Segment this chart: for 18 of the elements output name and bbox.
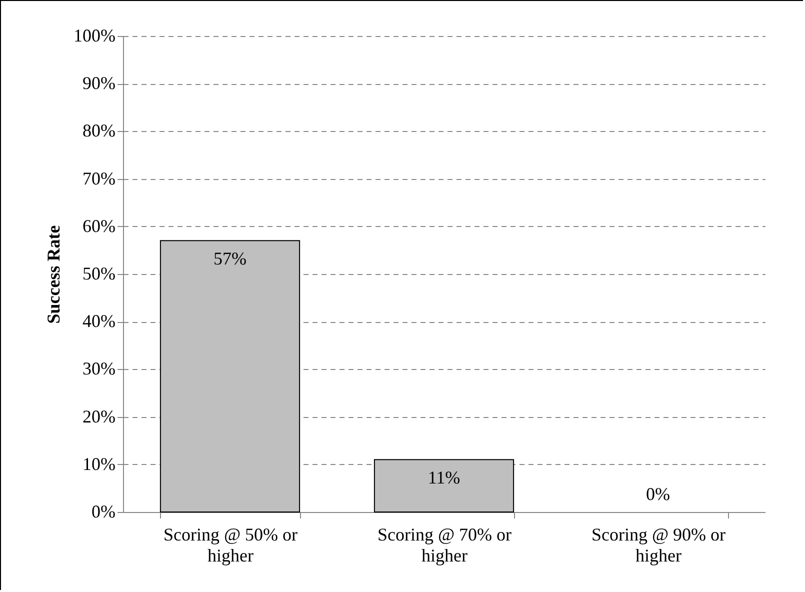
data-label: 0%: [646, 484, 670, 504]
y-tick-label: 30%: [82, 358, 116, 379]
y-tick-label: 50%: [82, 264, 116, 284]
data-label: 57%: [214, 248, 246, 269]
y-tick-label: 40%: [82, 311, 116, 332]
x-tick-label: Scoring @ 90% or higher: [591, 524, 726, 566]
y-tick-label: 0%: [92, 502, 116, 522]
y-tick-label: 60%: [82, 216, 116, 236]
y-tick-label: 80%: [82, 120, 116, 141]
data-label: 11%: [428, 468, 460, 488]
x-tick-label: Scoring @ 70% or higher: [377, 524, 512, 566]
x-tick-label: Scoring @ 50% or higher: [163, 524, 298, 566]
y-axis-title: Success Rate: [44, 225, 64, 324]
y-tick-label: 100%: [74, 26, 116, 46]
y-tick-label: 20%: [82, 406, 116, 426]
y-tick-label: 90%: [82, 73, 116, 94]
y-tick-label: 10%: [82, 454, 116, 474]
y-tick-label: 70%: [82, 168, 116, 188]
